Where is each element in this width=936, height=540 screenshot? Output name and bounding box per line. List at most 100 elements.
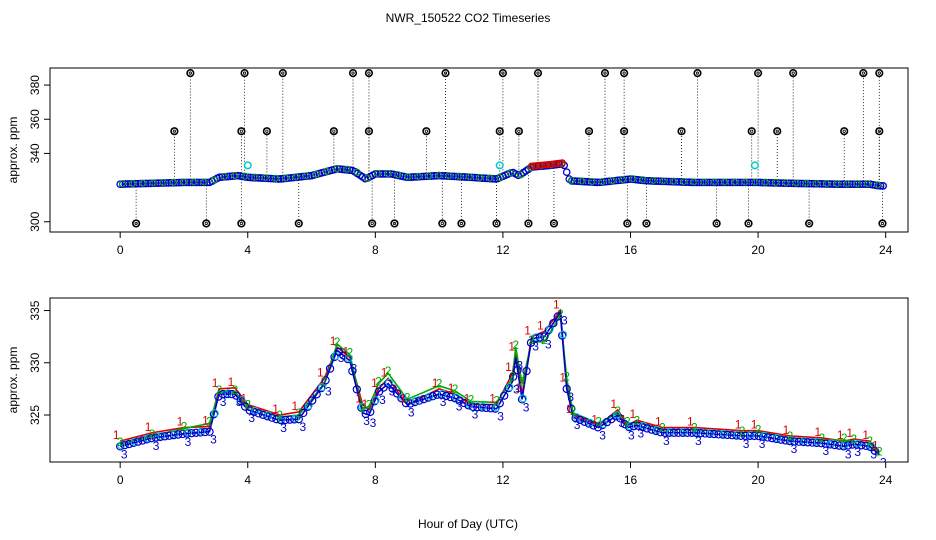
series-2-marker-label: 2: [232, 383, 239, 397]
data-point: [263, 412, 272, 421]
data-point: [790, 437, 799, 446]
data-point: [468, 402, 478, 411]
data-point: [129, 179, 137, 187]
outlier-point: [422, 127, 431, 136]
data-point: [531, 333, 540, 343]
data-point: [732, 431, 741, 440]
series-1-marker-label: 1: [272, 402, 279, 416]
data-point: [864, 180, 872, 188]
data-point: [644, 176, 653, 185]
data-point: [144, 179, 153, 188]
data-point: [672, 177, 681, 186]
data-point: [784, 179, 793, 188]
series-2-marker-label: 2: [216, 383, 223, 397]
data-point: [146, 179, 155, 188]
data-point: [249, 407, 259, 417]
data-point: [187, 428, 196, 438]
data-point: [670, 177, 678, 185]
data-point: [728, 178, 737, 187]
outlier-point-core: [622, 71, 626, 75]
series-1-marker-label: 1: [735, 418, 742, 432]
data-point: [294, 173, 303, 181]
series-3-marker-label: 3: [236, 395, 243, 409]
data-point: [178, 429, 187, 439]
data-point: [601, 177, 609, 186]
data-point: [820, 180, 829, 188]
data-point: [585, 178, 594, 186]
data-point: [343, 354, 353, 364]
series-1-marker-label: 1: [448, 381, 455, 395]
data-point: [465, 173, 473, 181]
data-point: [174, 430, 183, 439]
outlier-point-core: [440, 221, 444, 226]
series-3-marker-label: 3: [220, 395, 227, 409]
series-1-marker-label: 1: [837, 428, 844, 442]
data-point: [674, 428, 683, 437]
data-point: [535, 333, 545, 342]
data-point: [297, 172, 306, 181]
data-point: [245, 406, 254, 415]
outlier-point: [498, 69, 508, 78]
data-point: [580, 417, 589, 426]
series-3-marker-label: 3: [350, 362, 357, 376]
data-point: [758, 432, 768, 441]
series-2-marker-label: 2: [691, 421, 698, 435]
outlier-point-core: [807, 221, 811, 226]
outlier-point-core: [679, 129, 684, 133]
data-point: [558, 331, 567, 340]
series-1-marker-label: 1: [145, 420, 152, 434]
data-point: [224, 389, 233, 398]
outlier-point: [789, 69, 798, 78]
data-point: [254, 409, 263, 418]
series-1-marker-label: 1: [872, 439, 879, 453]
data-point: [633, 421, 643, 431]
data-point: [321, 376, 330, 385]
series-3-marker-label: 3: [663, 434, 670, 448]
outlier-point-core: [877, 71, 881, 75]
series-3-marker-label: 3: [338, 351, 345, 365]
data-point: [223, 389, 232, 399]
series-3-marker-label: 3: [472, 408, 479, 422]
data-point: [685, 178, 694, 187]
outlier-point: [753, 69, 763, 78]
data-point: [808, 438, 817, 447]
data-point: [777, 179, 785, 187]
series-3-marker-label: 3: [210, 433, 217, 447]
data-point: [665, 428, 674, 437]
data-point: [802, 179, 810, 187]
data-point: [491, 404, 500, 413]
data-point: [848, 180, 857, 189]
outlier-point: [329, 127, 338, 136]
data-point: [323, 167, 331, 175]
outlier-point: [441, 69, 450, 78]
series-3-marker-label: 3: [497, 410, 504, 424]
data-point: [251, 173, 259, 181]
series-1-marker-label: 1: [228, 375, 235, 389]
series-2-marker-label: 2: [404, 390, 411, 404]
data-point: [533, 162, 541, 170]
outlier-point-core: [715, 221, 719, 226]
outlier-point: [805, 219, 814, 228]
data-point: [499, 391, 509, 400]
data-point: [540, 161, 548, 169]
data-point: [588, 178, 596, 186]
data-point: [736, 431, 746, 441]
series-3-marker-label: 3: [880, 456, 887, 470]
top-y-tick-label: 360: [28, 109, 42, 129]
outlier-point-core: [351, 71, 355, 75]
top-x-tick-label: 24: [879, 243, 893, 257]
data-point: [772, 178, 780, 186]
outlier-point-core: [498, 129, 502, 133]
data-point: [856, 180, 865, 189]
data-point: [589, 421, 598, 430]
bottom-x-tick-label: 12: [496, 473, 510, 487]
data-point: [261, 174, 269, 182]
outlier-point: [620, 127, 629, 136]
outlier-point-core: [756, 71, 760, 75]
data-point: [692, 178, 701, 187]
data-point: [385, 378, 393, 387]
data-point: [621, 175, 630, 184]
data-point: [272, 174, 280, 182]
data-point: [425, 172, 433, 180]
data-point: [446, 392, 455, 402]
